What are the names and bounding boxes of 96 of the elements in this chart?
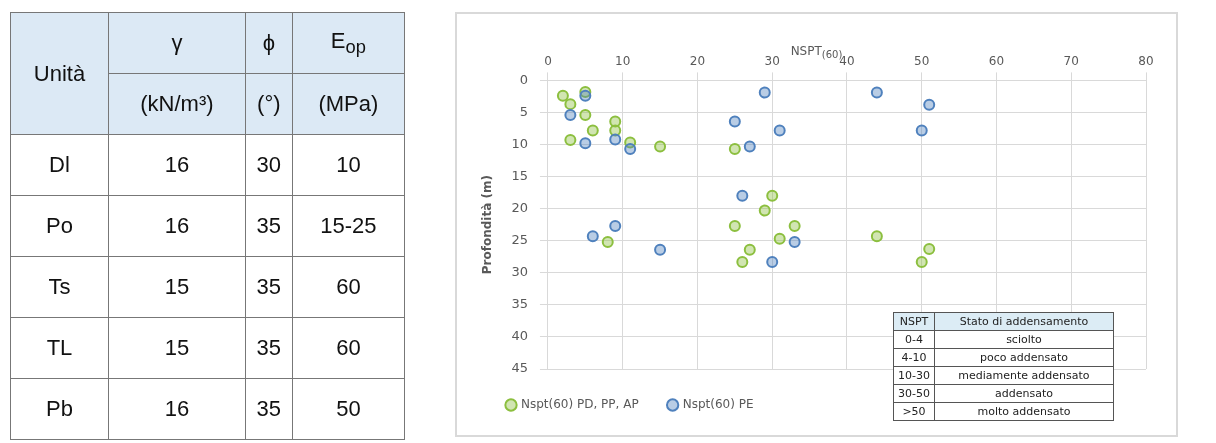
- text: >50: [902, 405, 926, 418]
- text: 60: [292, 317, 405, 379]
- text: E$_{op}$: [292, 12, 405, 74]
- point: [624, 143, 637, 156]
- point: [736, 255, 749, 268]
- text: 16: [108, 134, 246, 196]
- point: [915, 124, 928, 137]
- text: ϕ: [245, 12, 293, 74]
- x-tick-label: 10: [615, 54, 631, 69]
- annotation: 0-4: [893, 330, 935, 349]
- text: Unità: [10, 12, 109, 135]
- point: [870, 230, 883, 243]
- text: addensato: [994, 387, 1053, 400]
- text: (°): [245, 73, 293, 135]
- point: [766, 255, 779, 268]
- point: [788, 219, 801, 232]
- point: [728, 143, 741, 156]
- point: [609, 133, 622, 146]
- x-tick-label: 30: [764, 54, 780, 69]
- text: Dl: [10, 134, 109, 196]
- text: 15: [108, 317, 246, 379]
- point: [743, 140, 756, 153]
- y-tick-label: 0: [519, 71, 528, 87]
- y-axis-title: Profondità (m): [480, 175, 495, 275]
- text: 15: [108, 256, 246, 318]
- point: [556, 89, 569, 102]
- point: [579, 137, 592, 150]
- text: 35: [245, 195, 293, 257]
- text: 30-50: [898, 387, 930, 400]
- text: 35: [245, 317, 293, 379]
- text: 35: [245, 378, 293, 440]
- point: [609, 219, 622, 232]
- point: [586, 124, 599, 137]
- y-tick-label: 40: [511, 328, 528, 344]
- annotation: sciolto: [934, 330, 1114, 349]
- text: 50: [292, 378, 405, 440]
- point: [564, 98, 577, 111]
- annotation: NSPT: [893, 312, 935, 331]
- y-tick-label: 15: [511, 167, 528, 183]
- text: Pb: [10, 378, 109, 440]
- text: Ts: [10, 256, 109, 318]
- point: [743, 243, 756, 256]
- x-tick-label: 70: [1063, 54, 1079, 69]
- point: [923, 98, 936, 111]
- text: Po: [10, 195, 109, 257]
- text: 16: [108, 378, 246, 440]
- y-tick-label: 30: [511, 264, 528, 280]
- point: [728, 115, 741, 128]
- x-tick-label: 80: [1138, 54, 1154, 69]
- text: 30: [245, 134, 293, 196]
- annotation: 4-10: [893, 348, 935, 367]
- text: 16: [108, 195, 246, 257]
- text: (kN/m³): [108, 73, 246, 135]
- point: [579, 109, 592, 122]
- y-tick-label: 25: [511, 232, 528, 248]
- point: [736, 189, 749, 202]
- x-tick-label: 20: [689, 54, 706, 69]
- point: [579, 89, 592, 102]
- x-tick-label: 0: [544, 54, 552, 69]
- point: [915, 255, 928, 268]
- point: [766, 189, 779, 202]
- text: 10: [292, 134, 405, 196]
- point: [758, 86, 771, 99]
- point: [758, 204, 771, 217]
- point: [870, 86, 883, 99]
- point: [728, 219, 741, 232]
- y-tick-label: 10: [511, 135, 528, 151]
- text: 15-25: [292, 195, 405, 257]
- text: TL: [10, 317, 109, 379]
- text: (MPa): [292, 73, 405, 135]
- point: [773, 124, 786, 137]
- point: [654, 243, 667, 256]
- point: [923, 243, 936, 256]
- text: 60: [292, 256, 405, 318]
- text: molto addensato: [977, 405, 1071, 418]
- annotation: Stato di addensamento: [934, 312, 1114, 331]
- text: 10-30: [898, 369, 930, 382]
- y-tick-label: 5: [519, 103, 528, 119]
- point: [601, 236, 614, 249]
- y-tick-label: 20: [511, 200, 528, 216]
- text: mediamente addensato: [958, 369, 1090, 382]
- legend-label: Nspt(60) PD, PP, AP: [521, 397, 639, 412]
- point: [564, 109, 577, 122]
- y-tick-label: 35: [511, 296, 528, 312]
- annotation: poco addensato: [934, 348, 1114, 367]
- point: [564, 134, 577, 147]
- text: 35: [245, 256, 293, 318]
- legend-label: Nspt(60) PE: [682, 397, 754, 412]
- point: [654, 140, 667, 153]
- x-tick-label: 60: [988, 54, 1005, 69]
- point: [773, 232, 786, 245]
- y-tick-label: 45: [511, 360, 528, 376]
- point: [788, 236, 801, 249]
- point: [586, 230, 599, 243]
- x-tick-label: 50: [914, 54, 930, 69]
- text: γ: [108, 12, 246, 74]
